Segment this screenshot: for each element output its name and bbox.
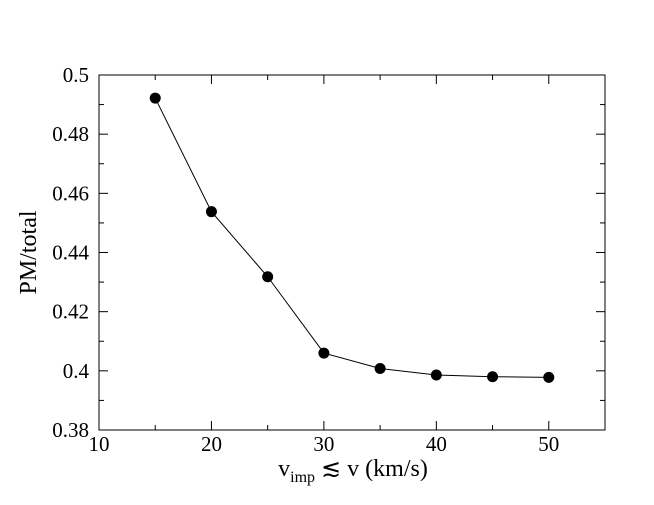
x-axis-label-rest: ≲ v (km/s): [315, 456, 428, 482]
y-tick-label: 0.4: [63, 359, 90, 383]
x-tick-label: 50: [538, 432, 559, 456]
x-axis-label-subscript: imp: [290, 469, 315, 486]
tick-labels: 10 20 30 40 50 0.38 0.4 0.42 0.44 0.46 0.48 0.5: [52, 63, 559, 456]
data-point: [487, 371, 499, 383]
data-point: [374, 362, 386, 374]
data-point: [205, 206, 217, 218]
x-axis-label-main: v: [278, 456, 290, 482]
series-line: [154, 97, 549, 378]
x-tick-label: 40: [426, 432, 447, 456]
x-tick-label: 20: [201, 432, 222, 456]
y-tick-label: 0.42: [52, 300, 89, 324]
y-tick-label: 0.44: [52, 241, 89, 265]
y-tick-label: 0.38: [52, 418, 89, 442]
axis-ticks: [98, 74, 605, 431]
y-tick-label: 0.48: [52, 122, 89, 146]
data-point: [149, 92, 161, 104]
plot-area-frame: [98, 74, 606, 431]
x-tick-label: 30: [313, 432, 334, 456]
y-axis-label: PM/total: [16, 210, 42, 294]
x-tick-label: 10: [89, 432, 110, 456]
data-point: [318, 347, 330, 359]
data-point: [543, 371, 555, 383]
data-point: [262, 271, 274, 283]
data-point: [430, 369, 442, 381]
data-series: [149, 92, 555, 383]
y-tick-label: 0.5: [63, 63, 89, 87]
y-tick-label: 0.46: [52, 181, 89, 205]
x-axis-label: vimp ≲ v (km/s): [278, 456, 428, 486]
